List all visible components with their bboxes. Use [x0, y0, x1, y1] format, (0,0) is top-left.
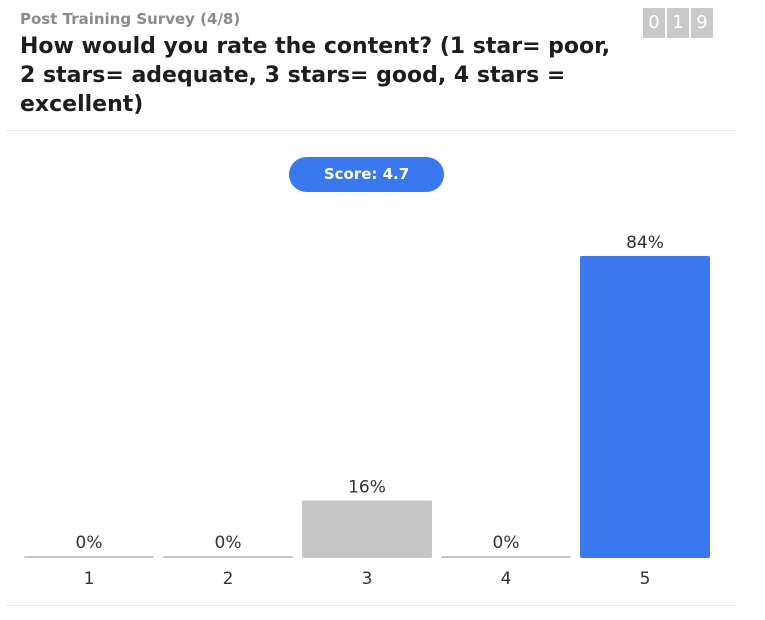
x-tick-label: 2 — [223, 569, 234, 589]
divider-top — [6, 130, 736, 131]
bar-value-label: 16% — [348, 477, 386, 497]
rating-bar-chart: 0% 1 0% 2 16% 3 0% 4 84% 5 — [24, 233, 710, 589]
bar-rating-3 — [302, 500, 432, 558]
x-tick-label: 3 — [362, 569, 373, 589]
bar-value-label: 0% — [493, 533, 520, 553]
question-title: How would you rate the content? (1 star=… — [20, 34, 611, 117]
response-counter: 0 1 9 — [643, 8, 713, 38]
counter-digit: 0 — [643, 8, 665, 38]
bar-rating-4 — [441, 556, 571, 558]
bar-value-label: 0% — [215, 533, 242, 553]
x-tick-label: 1 — [84, 569, 95, 589]
counter-digit: 9 — [691, 8, 713, 38]
x-tick-label: 4 — [501, 569, 512, 589]
survey-label: Post Training Survey (4/8) — [20, 10, 241, 28]
divider-bottom — [6, 605, 736, 606]
bar-rating-5 — [580, 256, 710, 558]
bar-rating-1 — [24, 556, 154, 558]
bar-value-label: 0% — [76, 533, 103, 553]
x-tick-label: 5 — [640, 569, 651, 589]
bar-value-label: 84% — [626, 233, 664, 253]
header: Post Training Survey (4/8) How would you… — [20, 8, 620, 119]
counter-digit: 1 — [667, 8, 689, 38]
bar-rating-2 — [163, 556, 293, 558]
score-badge: Score: 4.7 — [289, 157, 444, 192]
